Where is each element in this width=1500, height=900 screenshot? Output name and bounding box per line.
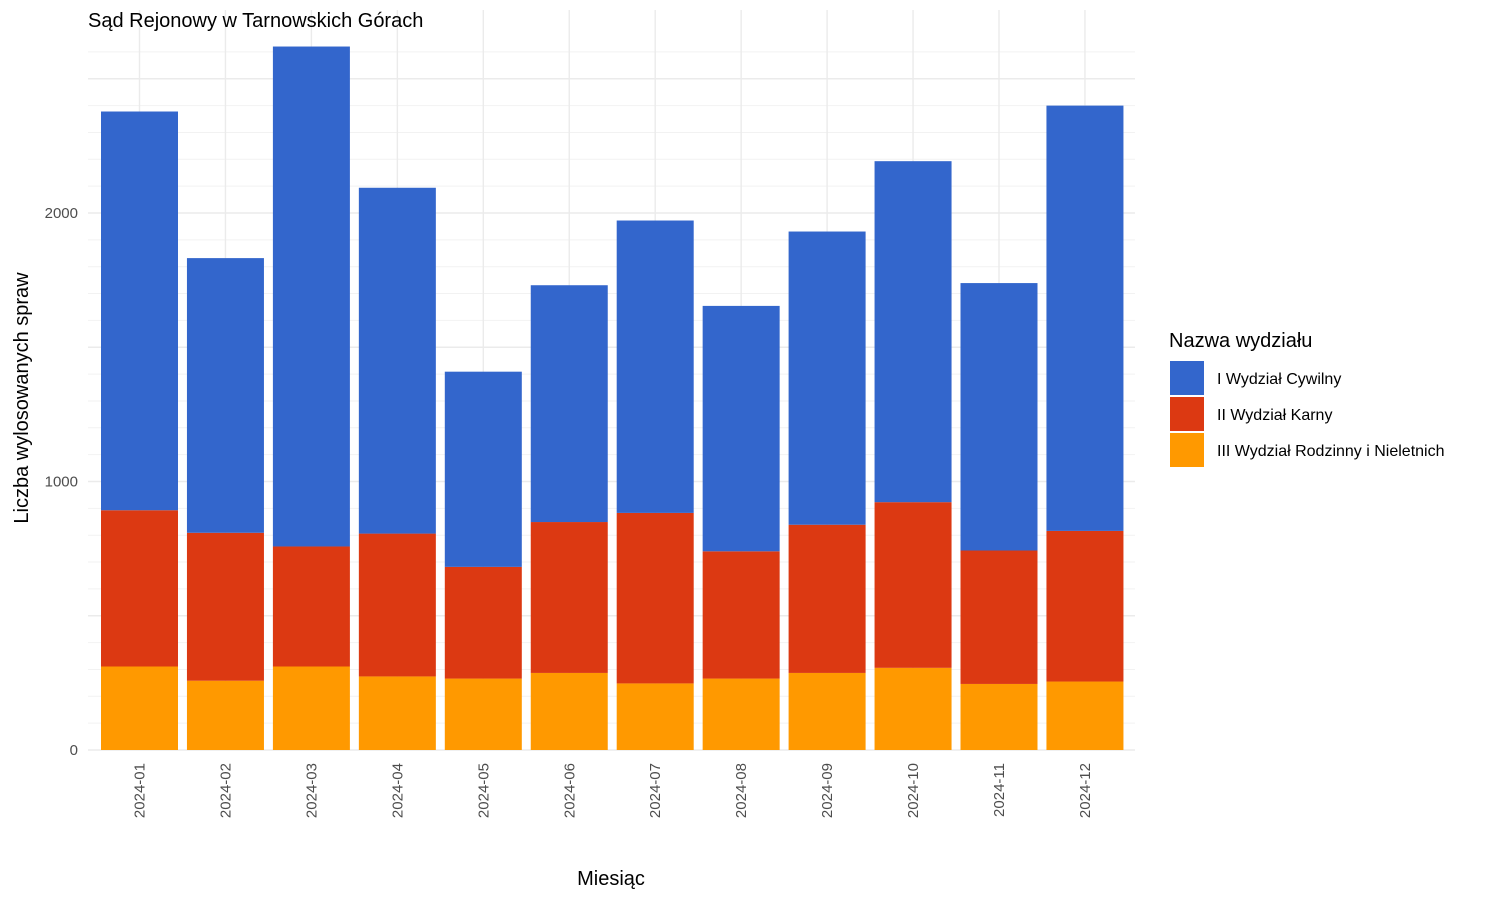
bar-segment-2024-11-1: [960, 550, 1038, 684]
bar-segment-2024-12-1: [1046, 530, 1124, 682]
bar-segment-2024-01-1: [101, 510, 178, 667]
bar-segment-2024-08-2: [702, 305, 780, 552]
bar-segment-2024-10-1: [874, 502, 952, 668]
x-axis-title: Miesiąc: [577, 868, 645, 890]
y-tick-label: 2000: [45, 205, 78, 222]
bar-segment-2024-02-1: [186, 532, 264, 681]
x-tick-label: 2024-01: [132, 763, 149, 818]
bar-segment-2024-07-0: [616, 683, 694, 750]
bar-segment-2024-05-0: [444, 678, 522, 750]
bar-segment-2024-09-2: [788, 231, 866, 525]
x-tick-label: 2024-03: [303, 763, 320, 818]
x-tick-label: 2024-06: [561, 763, 578, 818]
legend-title: Nazwa wydziału: [1169, 330, 1312, 352]
legend-swatch: [1170, 397, 1204, 431]
bar-segment-2024-11-0: [960, 683, 1038, 750]
bar-segment-2024-11-2: [960, 283, 1038, 551]
bar-segment-2024-04-1: [358, 533, 436, 677]
y-tick-label: 0: [70, 742, 78, 759]
x-tick-label: 2024-11: [991, 763, 1008, 817]
x-tick-label: 2024-09: [819, 763, 836, 818]
bar-segment-2024-07-1: [616, 512, 694, 684]
legend-label: I Wydział Cywilny: [1217, 371, 1341, 388]
bar-segment-2024-01-0: [101, 666, 178, 750]
legend-swatch: [1170, 361, 1204, 395]
bar-segment-2024-03-0: [272, 666, 350, 750]
bar-segment-2024-07-2: [616, 220, 694, 513]
bar-segment-2024-12-2: [1046, 105, 1124, 531]
x-tick-label: 2024-02: [217, 763, 234, 818]
x-tick-label: 2024-05: [475, 763, 492, 818]
y-tick-label: 1000: [45, 474, 78, 491]
legend-label: III Wydział Rodzinny i Nieletnich: [1217, 443, 1445, 460]
bar-segment-2024-10-0: [874, 667, 952, 750]
x-tick-label: 2024-08: [733, 763, 750, 818]
bar-segment-2024-12-0: [1046, 681, 1124, 750]
bar-segment-2024-09-0: [788, 672, 866, 750]
legend: Nazwa wydziału I Wydział Cywilny II Wydzi…: [1169, 330, 1445, 467]
x-tick-label: 2024-07: [647, 763, 664, 818]
bar-segment-2024-05-2: [444, 371, 522, 567]
chart-title: Sąd Rejonowy w Tarnowskich Górach: [88, 10, 423, 32]
x-tick-label: 2024-04: [389, 763, 406, 818]
bar-segment-2024-03-2: [272, 46, 350, 547]
bar-segment-2024-10-2: [874, 161, 952, 503]
bar-segment-2024-06-2: [530, 285, 608, 523]
x-tick-label: 2024-10: [905, 763, 922, 818]
x-axis-ticks: 2024-01 2024-02 2024-03 2024-04 2024-05 2024-…: [132, 763, 1094, 818]
x-tick-label: 2024-12: [1077, 763, 1094, 818]
y-axis-ticks: 0 1000 2000: [45, 205, 78, 759]
bar-segment-2024-04-2: [358, 187, 436, 534]
bar-segment-2024-06-0: [530, 672, 608, 750]
bar-segment-2024-08-0: [702, 678, 780, 750]
bar-segment-2024-08-1: [702, 551, 780, 679]
bar-segment-2024-09-1: [788, 524, 866, 673]
legend-label: II Wydział Karny: [1217, 407, 1332, 424]
legend-swatch: [1170, 433, 1204, 467]
bars: [101, 46, 1124, 750]
bar-segment-2024-02-2: [186, 258, 264, 533]
bar-segment-2024-03-1: [272, 546, 350, 667]
bar-segment-2024-04-0: [358, 676, 436, 750]
bar-segment-2024-05-1: [444, 566, 522, 679]
bar-segment-2024-02-0: [186, 680, 264, 750]
y-axis-title: Liczba wylosowanych spraw: [11, 272, 33, 524]
bar-segment-2024-01-2: [101, 111, 178, 511]
bar-segment-2024-06-1: [530, 522, 608, 673]
